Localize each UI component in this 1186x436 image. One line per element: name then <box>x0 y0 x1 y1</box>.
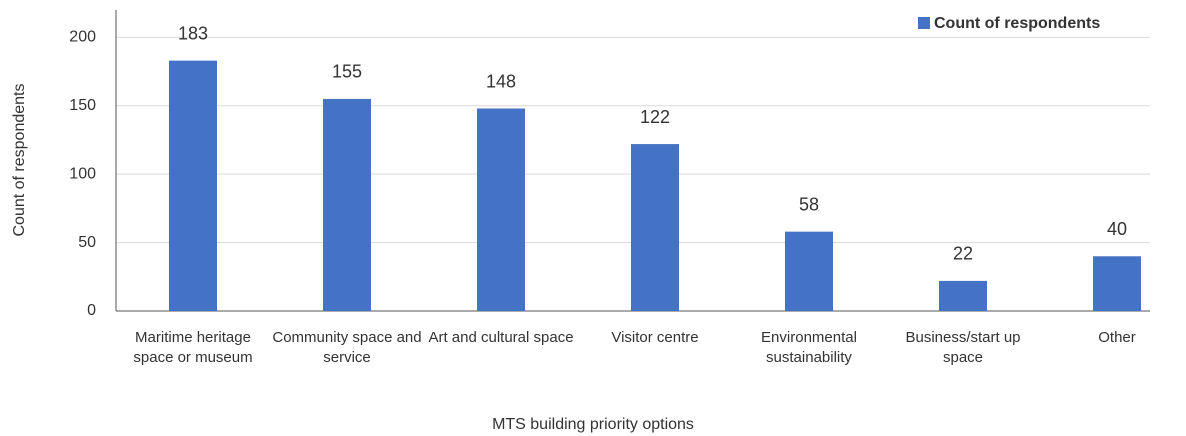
bar <box>1093 256 1141 311</box>
x-tick-label: Environmental sustainability <box>761 329 857 366</box>
bar <box>631 144 679 311</box>
data-label: 122 <box>640 107 670 127</box>
y-tick-label: 0 <box>87 302 96 319</box>
data-label: 155 <box>332 62 362 82</box>
y-tick-label: 200 <box>69 29 96 46</box>
x-tick-label: Business/start up space <box>905 329 1021 366</box>
data-label: 183 <box>178 23 208 43</box>
x-tick-label: Community space and service <box>272 329 422 366</box>
data-label: 58 <box>799 194 819 214</box>
y-tick-label: 150 <box>69 97 96 114</box>
bar <box>477 108 525 311</box>
data-label: 148 <box>486 71 516 91</box>
x-axis-label: MTS building priority options <box>492 416 694 433</box>
legend-swatch <box>918 17 930 29</box>
bar <box>169 60 217 311</box>
data-label: 40 <box>1107 219 1127 239</box>
bar <box>323 98 371 311</box>
x-tick-label: Art and cultural space <box>428 329 574 346</box>
data-label: 22 <box>953 244 973 264</box>
bar <box>785 231 833 311</box>
x-tick-label: Visitor centre <box>611 329 699 346</box>
x-tick-label: Maritime heritage space or museum <box>133 329 253 366</box>
y-axis-label: Count of respondents <box>11 84 28 237</box>
legend-label: Count of respondents <box>934 15 1100 32</box>
y-tick-label: 50 <box>78 234 96 251</box>
y-tick-label: 100 <box>69 165 96 182</box>
bar <box>939 280 987 311</box>
x-tick-label: Other <box>1098 329 1136 346</box>
